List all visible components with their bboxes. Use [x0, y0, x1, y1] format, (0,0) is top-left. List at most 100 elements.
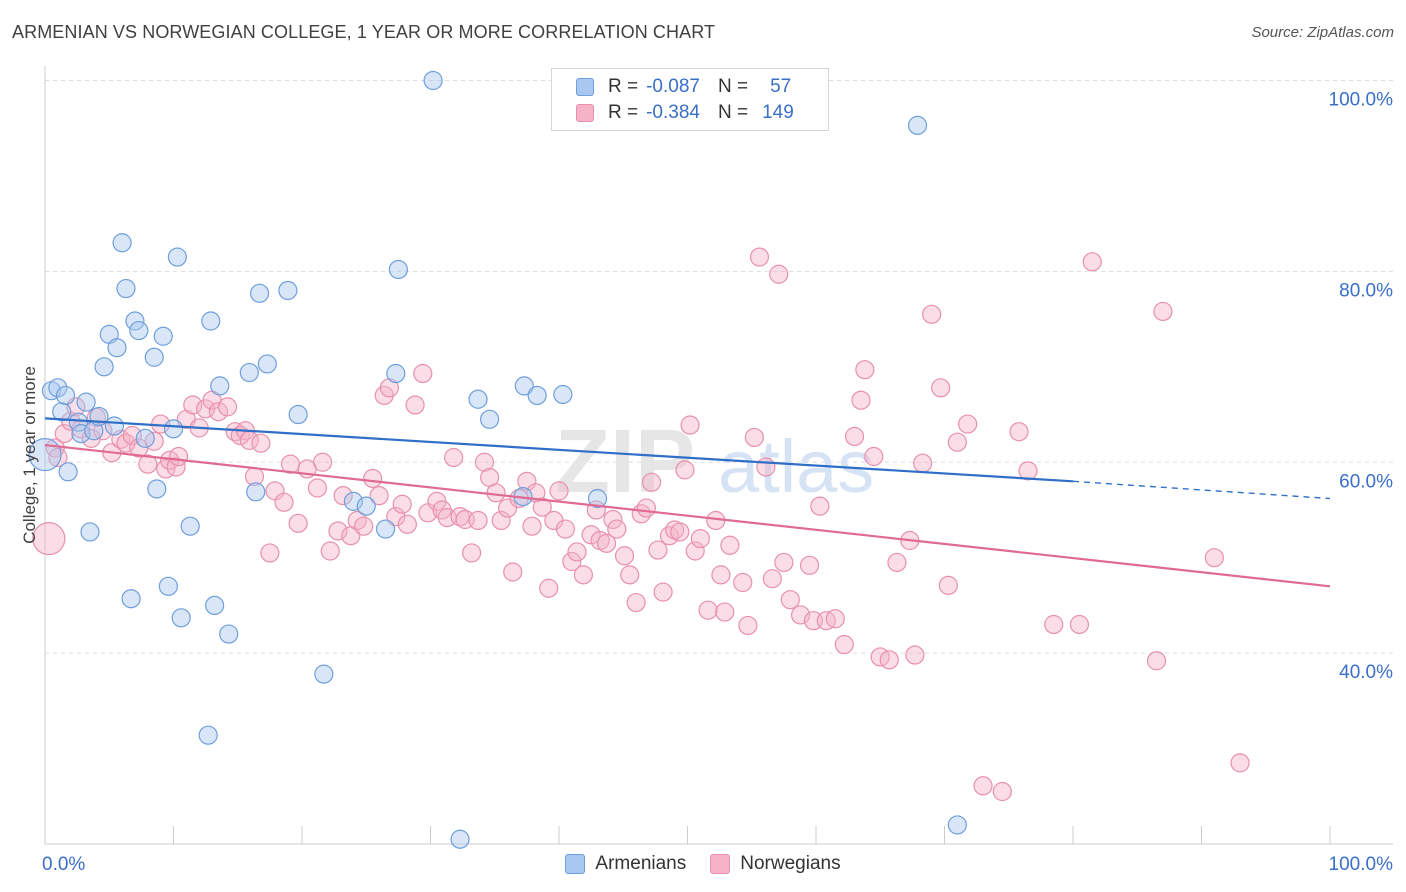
- legend: R = -0.087 N = 57 R = -0.384 N = 149: [551, 68, 829, 131]
- norwegians-point: [260, 543, 280, 563]
- armenians-point: [386, 363, 406, 384]
- y-tick-label: 80.0%: [1339, 280, 1393, 301]
- armenians-point: [58, 462, 78, 482]
- norwegians-point: [947, 432, 967, 452]
- norwegians-point: [744, 427, 764, 448]
- watermark-zip: ZIP: [555, 412, 695, 512]
- norwegians-point: [1009, 422, 1029, 442]
- armenians-point: [171, 608, 191, 628]
- norwegians-point: [491, 510, 511, 531]
- armenians-point: [147, 479, 167, 499]
- armenians-point: [480, 409, 500, 429]
- norwegians-point: [711, 565, 731, 585]
- armenians-point: [52, 402, 72, 422]
- armenians-point: [375, 519, 396, 539]
- norwegians-point: [392, 494, 412, 514]
- armenians-point: [158, 576, 178, 596]
- norwegians-point: [887, 552, 907, 573]
- norwegians-point: [992, 781, 1012, 802]
- norwegians-point: [328, 521, 348, 541]
- armenians-point: [205, 595, 225, 616]
- norwegians-point: [715, 602, 735, 622]
- legend-n-label: N =: [717, 76, 749, 97]
- norwegians-point: [225, 422, 245, 442]
- norwegians-point: [320, 541, 340, 561]
- norwegians-point: [274, 492, 294, 512]
- norwegians-point: [251, 433, 271, 453]
- norwegians-point: [769, 264, 789, 284]
- armenians-point: [48, 378, 68, 398]
- norwegians-point: [670, 522, 690, 542]
- gridlines: [45, 80, 1393, 654]
- armenians-point: [104, 416, 124, 436]
- norwegians-point: [539, 578, 559, 598]
- norwegians-point: [522, 516, 542, 536]
- armenians-point: [246, 482, 266, 502]
- armenians-point: [68, 412, 89, 432]
- norwegians-point: [183, 395, 203, 415]
- norwegians-point: [354, 516, 374, 536]
- armenians-point: [153, 326, 173, 346]
- norwegians-point: [596, 533, 617, 553]
- norwegians-point: [116, 433, 136, 453]
- bottom-legend-label-norwegians: Norwegians: [740, 853, 841, 874]
- armenians-point: [76, 392, 96, 412]
- armenians-point: [553, 384, 573, 405]
- norwegians-point: [288, 513, 308, 533]
- norwegians-point: [879, 650, 899, 670]
- legend-n-value: 149: [762, 102, 794, 123]
- norwegians-point: [312, 452, 333, 472]
- norwegians-point: [864, 446, 884, 467]
- norwegians-point: [938, 575, 958, 595]
- trend-lines: [44, 417, 1331, 588]
- armenians-point: [112, 233, 132, 253]
- armenians-point: [947, 815, 967, 835]
- norwegians-point: [444, 447, 464, 468]
- source-label: Source: ZipAtlas.com: [1251, 24, 1394, 41]
- y-tick-label: 100.0%: [1329, 90, 1394, 111]
- norwegians-point: [620, 565, 640, 585]
- bottom-legend-armenians: Armenians: [565, 853, 686, 875]
- series-armenians: [28, 70, 967, 849]
- norwegians-point: [733, 572, 753, 593]
- norwegians-point: [626, 592, 646, 613]
- armenians-point: [388, 259, 408, 280]
- norwegians-point: [973, 776, 993, 796]
- norwegians-point: [1069, 614, 1090, 635]
- bottom-legend-label-armenians: Armenians: [595, 853, 687, 874]
- armenians-point: [527, 385, 547, 406]
- axes: [44, 66, 1393, 845]
- norwegians-point: [549, 481, 569, 501]
- armenians-point: [80, 522, 100, 542]
- norwegians-point: [208, 402, 229, 422]
- armenians-point: [288, 404, 308, 425]
- armenians-point: [55, 385, 76, 406]
- norwegians-point: [720, 535, 740, 555]
- norwegians-point: [834, 634, 854, 655]
- norwegians-point: [486, 483, 506, 503]
- armenians-point: [129, 320, 149, 341]
- norwegians-point: [931, 378, 951, 398]
- norwegians-point: [532, 497, 552, 517]
- norwegians-point: [138, 454, 158, 474]
- norwegians-point: [685, 541, 705, 561]
- norwegians-point: [653, 582, 673, 602]
- norwegians-point: [799, 555, 820, 575]
- norwegians-point: [749, 247, 770, 267]
- norwegians-point: [762, 569, 782, 589]
- x-tick-label-max: 100.0%: [1329, 854, 1394, 875]
- norwegians-point: [825, 609, 845, 629]
- norwegians-point: [844, 426, 865, 447]
- norwegians-point: [1204, 548, 1224, 568]
- norwegians-point: [468, 510, 488, 531]
- norwegians-point: [48, 447, 68, 468]
- armenians-point: [163, 419, 184, 439]
- armenians-point: [167, 247, 187, 267]
- norwegians-point: [698, 600, 718, 620]
- armenians-point: [587, 488, 608, 509]
- norwegians-point: [462, 543, 482, 563]
- legend-r-label: R =: [608, 76, 639, 97]
- legend-swatch-armenians: [576, 78, 594, 96]
- norwegians-point: [607, 519, 627, 539]
- armenians-point: [343, 491, 363, 511]
